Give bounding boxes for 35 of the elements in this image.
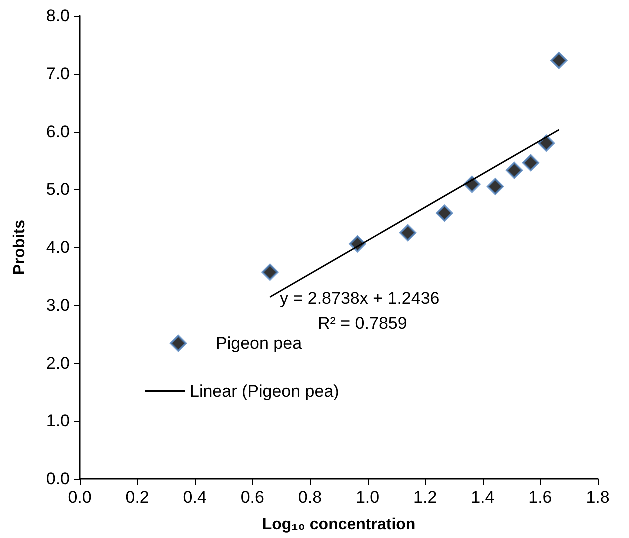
point (464, 176, 481, 193)
y-tick-label: 5.0 (46, 180, 70, 200)
y-tick-label: 2.0 (46, 354, 70, 373)
y-axis-title: Probits (12, 220, 28, 276)
point (262, 264, 279, 281)
point (522, 154, 540, 172)
y-tick-label: 3.0 (46, 296, 70, 315)
legend-label: Pigeon pea (216, 334, 303, 353)
y-tick-label: 4.0 (46, 238, 70, 257)
x-tick-label: 0.4 (183, 488, 207, 507)
x-tick-label: 1.6 (528, 488, 552, 507)
point (349, 236, 366, 253)
point (538, 134, 555, 152)
y-tick-label: 0.0 (46, 470, 70, 488)
x-tick-label: 1.4 (471, 488, 495, 507)
x-tick-label: 1.8 (586, 488, 610, 507)
point (436, 204, 454, 222)
legend-label: Linear (Pigeon pea) (190, 382, 340, 401)
annotation: y = 2.8738x + 1.2436 (280, 289, 440, 308)
x-tick-label: 0.8 (298, 488, 322, 507)
x-axis-title: Log₁₀ concentration (262, 516, 416, 534)
x-tick-label: 1.2 (414, 488, 438, 507)
point (400, 224, 417, 242)
point (550, 52, 568, 70)
x-tick-label: 0.0 (68, 488, 92, 507)
point (506, 162, 524, 180)
x-tick-label: 0.2 (126, 488, 150, 507)
x-tick-label: 1.0 (356, 488, 380, 507)
y-tick-label: 1.0 (46, 412, 70, 431)
y-tick-label: 7.0 (46, 64, 70, 84)
y-tick-label: 6.0 (46, 122, 70, 142)
x-tick-label: 0.6 (240, 488, 264, 507)
point (487, 178, 504, 196)
y-tick-label: 8.0 (46, 6, 70, 26)
annotation: R² = 0.7859 (318, 314, 408, 333)
